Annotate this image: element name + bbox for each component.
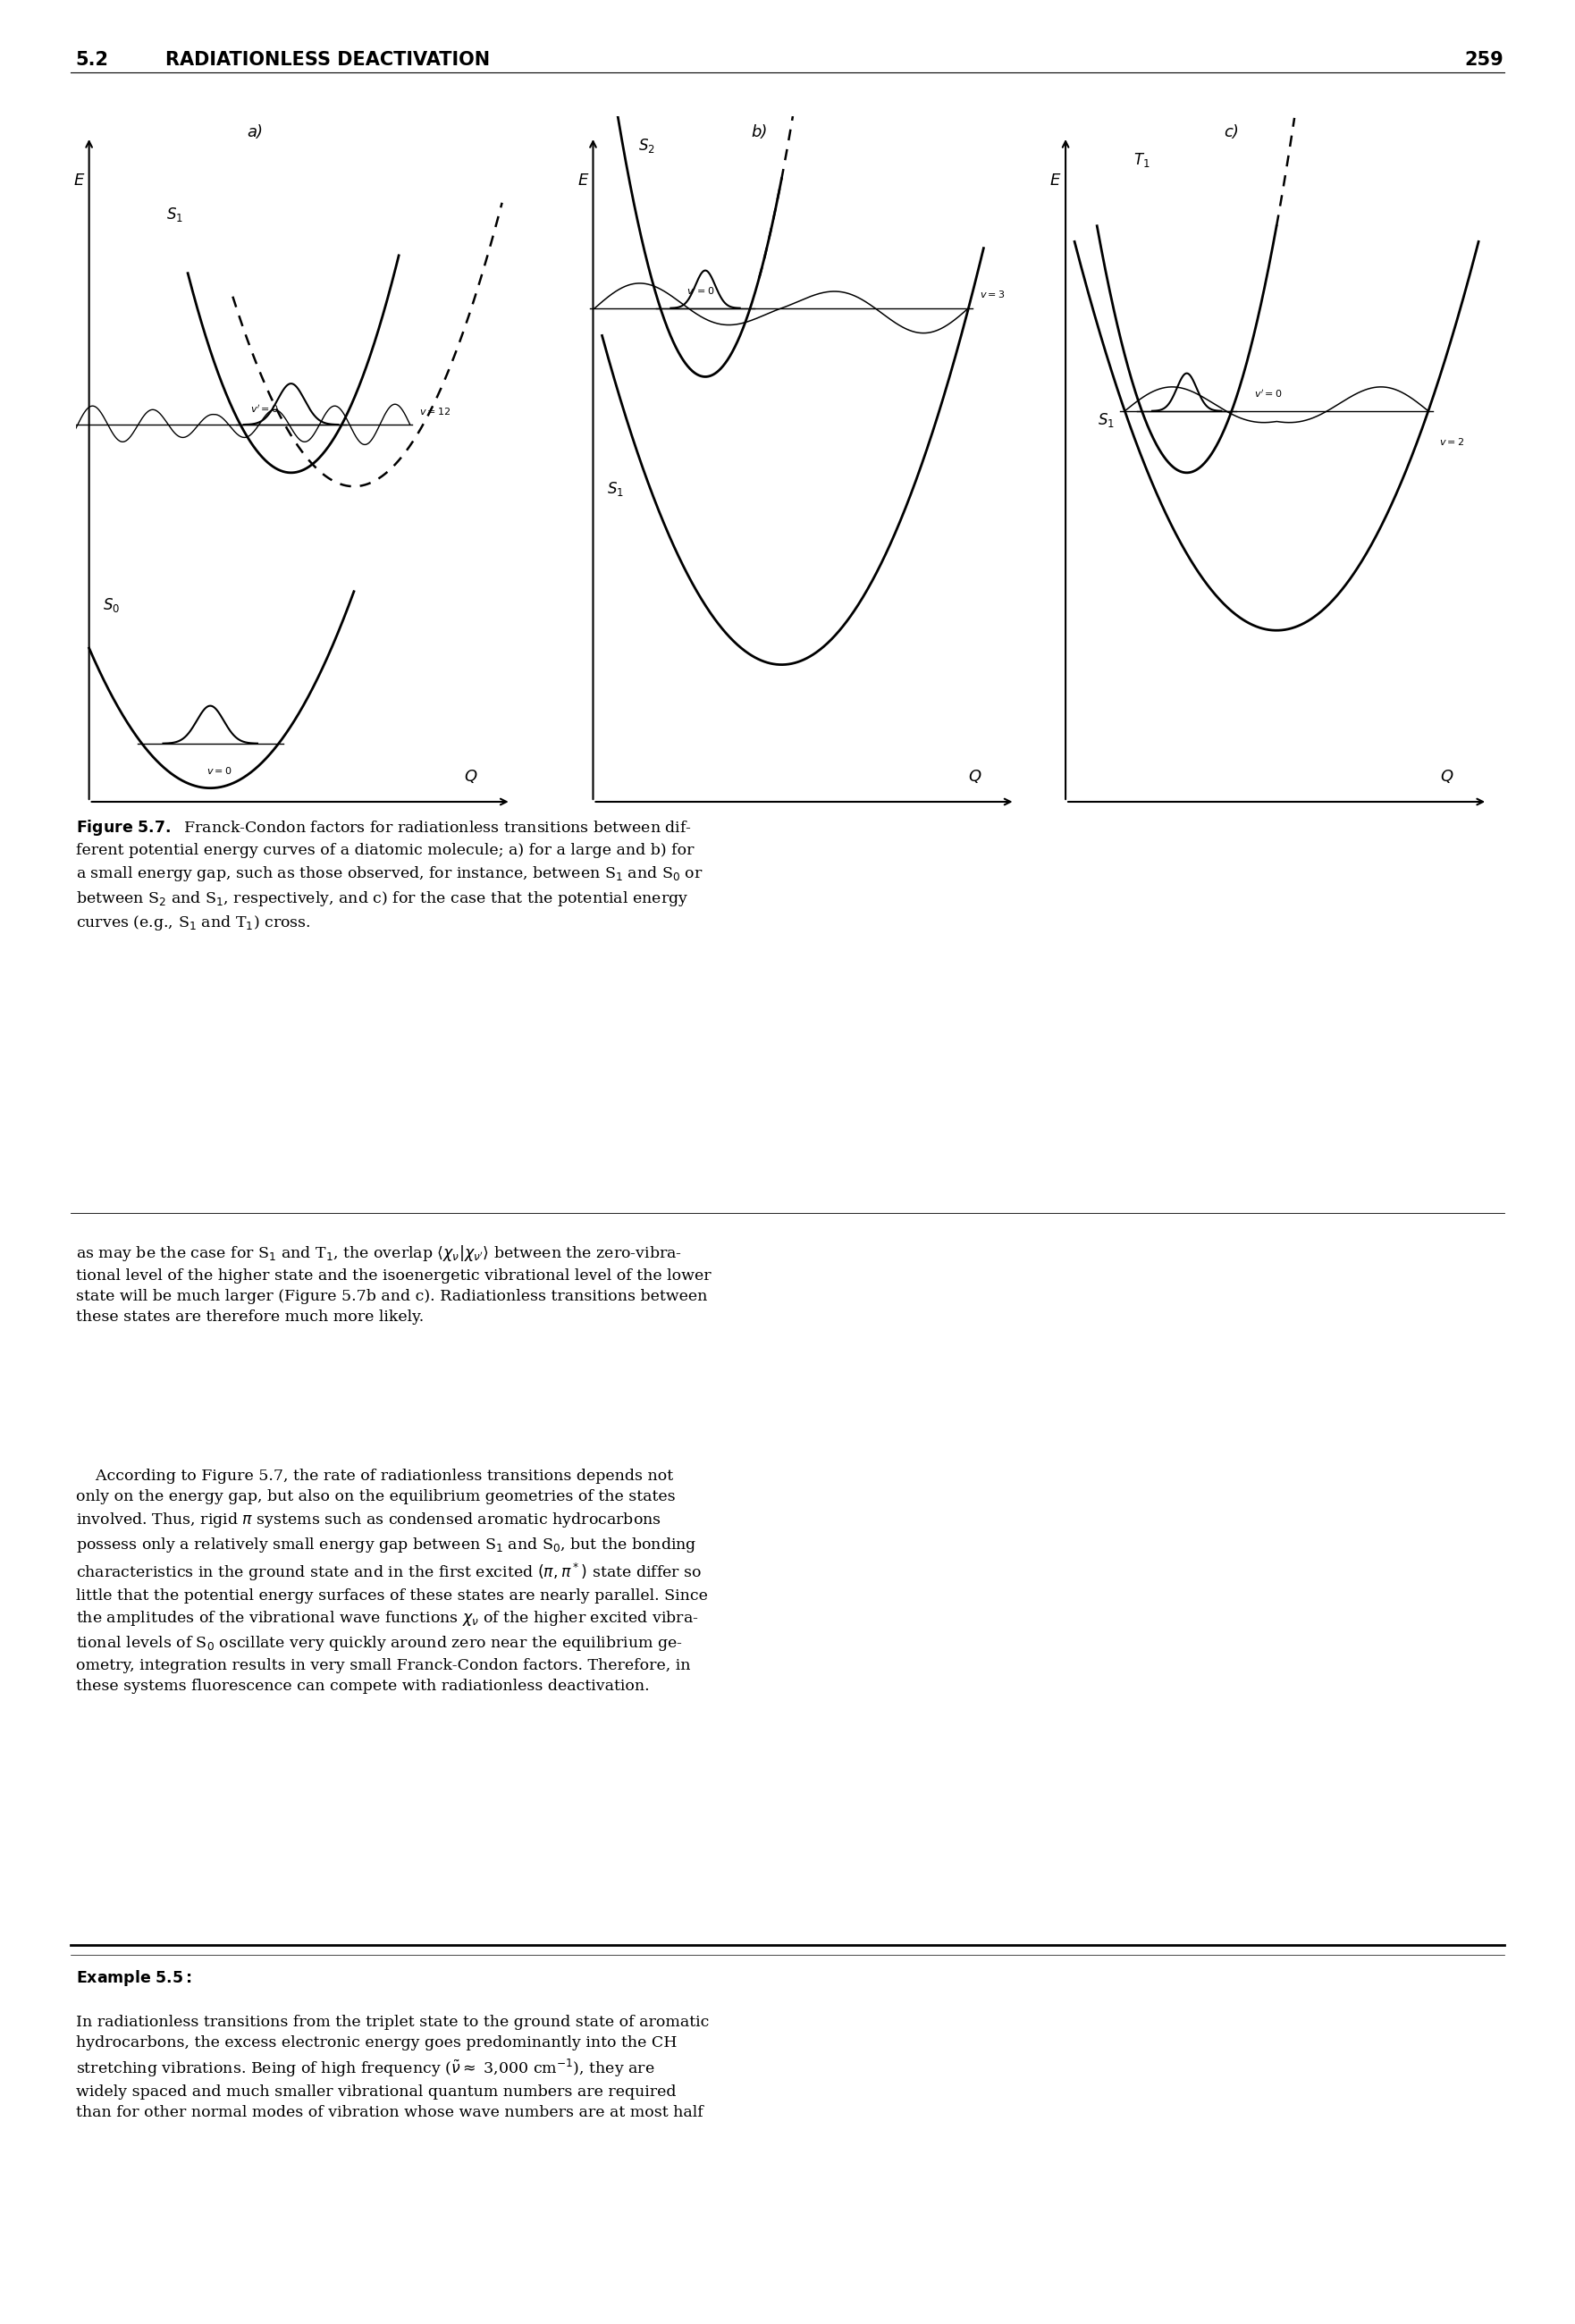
Text: $v=3$: $v=3$ — [980, 288, 1005, 300]
Text: $Q$: $Q$ — [1440, 767, 1454, 786]
Text: c): c) — [1224, 123, 1240, 139]
Text: $T_1$: $T_1$ — [1134, 151, 1150, 170]
Text: $v'=0$: $v'=0$ — [687, 286, 715, 297]
Text: $E$: $E$ — [72, 172, 85, 188]
Text: According to Figure 5.7, the rate of radiationless transitions depends not
only : According to Figure 5.7, the rate of rad… — [76, 1469, 707, 1694]
Text: $S_1$: $S_1$ — [165, 205, 183, 223]
Text: $v=12$: $v=12$ — [419, 404, 450, 416]
Text: $v'=0$: $v'=0$ — [1254, 388, 1282, 400]
Text: $E$: $E$ — [576, 172, 589, 188]
Text: $Q$: $Q$ — [463, 767, 477, 786]
Text: b): b) — [751, 123, 767, 139]
Text: $v=2$: $v=2$ — [1440, 437, 1465, 446]
Text: 5.2: 5.2 — [76, 51, 109, 70]
Text: $Q$: $Q$ — [967, 767, 981, 786]
Text: $\mathbf{Figure\ 5.7.}$  Franck-Condon factors for radiationless transitions bet: $\mathbf{Figure\ 5.7.}$ Franck-Condon fa… — [76, 818, 702, 932]
Text: a): a) — [247, 123, 263, 139]
Text: $S_1$: $S_1$ — [606, 479, 624, 497]
Text: In radiationless transitions from the triplet state to the ground state of aroma: In radiationless transitions from the tr… — [76, 2015, 709, 2119]
Text: RADIATIONLESS DEACTIVATION: RADIATIONLESS DEACTIVATION — [165, 51, 490, 70]
Text: $v=0$: $v=0$ — [206, 765, 232, 776]
Text: as may be the case for S$_1$ and T$_1$, the overlap $\langle\chi_\nu|\chi_{\nu'}: as may be the case for S$_1$ and T$_1$, … — [76, 1243, 710, 1325]
Text: $S_1$: $S_1$ — [1098, 411, 1115, 430]
Text: $\mathbf{Example\ 5.5:}$: $\mathbf{Example\ 5.5:}$ — [76, 1968, 192, 1987]
Text: $v'=0$: $v'=0$ — [250, 402, 279, 414]
Text: $S_0$: $S_0$ — [102, 597, 120, 614]
Text: $S_2$: $S_2$ — [638, 137, 655, 156]
Text: 259: 259 — [1465, 51, 1504, 70]
Text: $E$: $E$ — [1049, 172, 1062, 188]
